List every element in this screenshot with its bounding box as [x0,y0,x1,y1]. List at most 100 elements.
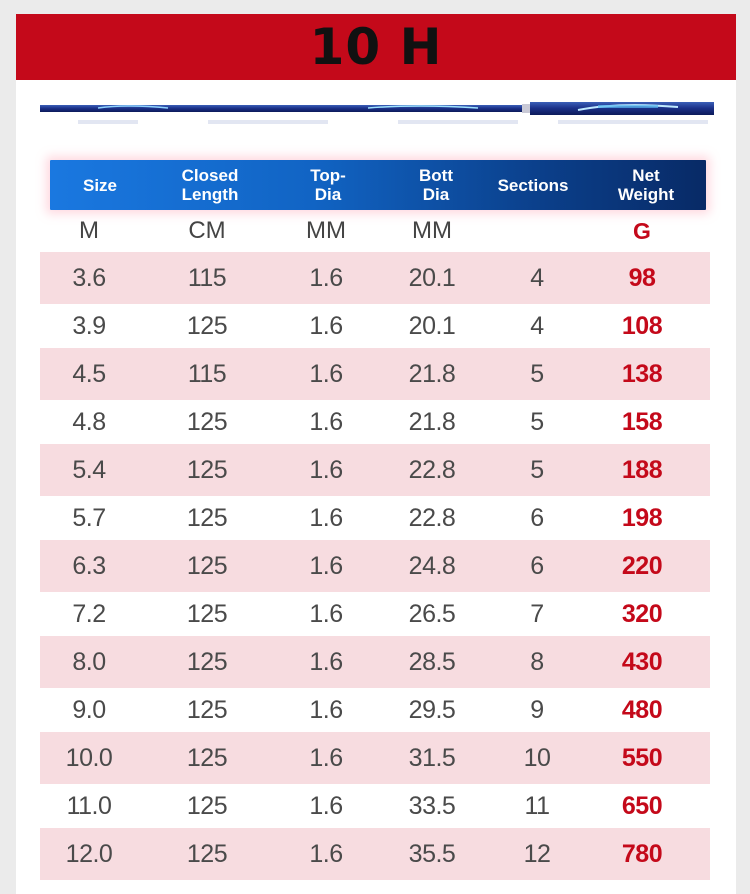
cell-sections: 7 [530,600,544,628]
cell-top-dia: 1.6 [309,600,343,628]
cell-net-weight: 480 [621,696,663,724]
cell-sections: 12 [523,840,551,868]
cell-net-weight: 550 [621,744,663,772]
unit-size: M [79,217,99,244]
cell-sections: 4 [530,312,544,340]
cell-size: 3.9 [72,312,106,340]
cell-closed-length: 125 [186,312,228,340]
cell-closed-length: 125 [186,792,228,820]
cell-closed-length: 125 [186,456,228,484]
cell-closed-length: 125 [186,600,228,628]
cell-bott-dia: 20.1 [408,264,456,292]
cell-bott-dia: 28.5 [408,648,456,676]
cell-size: 8.0 [72,648,106,676]
cell-sections: 8 [530,648,544,676]
header-top-dia: Top- Dia [310,166,346,204]
cell-closed-length: 125 [186,504,228,532]
cell-closed-length: 115 [187,360,227,388]
cell-size: 7.2 [72,600,106,628]
cell-bott-dia: 26.5 [408,600,456,628]
cell-top-dia: 1.6 [309,648,343,676]
cell-closed-length: 125 [186,696,228,724]
table-row: 9.0 125 1.6 29.5 9 480 [40,684,710,736]
cell-sections: 5 [530,408,544,436]
table-row: 10.0 125 1.6 31.5 10 550 [40,732,710,784]
cell-top-dia: 1.6 [309,360,343,388]
cell-net-weight: 108 [621,312,663,340]
table-row: 12.0 125 1.6 35.5 12 780 [40,828,710,880]
cell-size: 9.0 [72,696,106,724]
page-title: 10 H [309,18,443,76]
cell-net-weight: 98 [628,264,656,292]
cell-net-weight: 158 [621,408,663,436]
cell-bott-dia: 35.5 [408,840,456,868]
cell-top-dia: 1.6 [309,312,343,340]
table-row: 8.0 125 1.6 28.5 8 430 [40,636,710,688]
cell-size: 12.0 [65,840,113,868]
cell-top-dia: 1.6 [309,504,343,532]
cell-sections: 5 [530,456,544,484]
unit-net-weight: G [633,218,651,244]
cell-closed-length: 115 [187,264,227,292]
cell-net-weight: 220 [621,552,663,580]
cell-closed-length: 125 [186,552,228,580]
header-bott-dia: Bott Dia [419,166,453,204]
cell-top-dia: 1.6 [309,744,343,772]
cell-sections: 11 [524,792,550,820]
unit-top-dia: MM [306,217,346,244]
cell-size: 3.6 [72,264,106,292]
fishing-rod-image [40,102,714,124]
cell-top-dia: 1.6 [309,264,343,292]
cell-bott-dia: 31.5 [408,744,456,772]
cell-size: 10.0 [65,744,113,772]
cell-sections: 6 [530,552,544,580]
cell-sections: 4 [530,264,544,292]
cell-sections: 6 [530,504,544,532]
cell-closed-length: 125 [186,744,228,772]
cell-net-weight: 138 [621,360,663,388]
cell-top-dia: 1.6 [309,840,343,868]
cell-top-dia: 1.6 [309,696,343,724]
cell-size: 6.3 [72,552,106,580]
cell-top-dia: 1.6 [309,408,343,436]
cell-net-weight: 430 [621,648,663,676]
cell-bott-dia: 22.8 [408,504,456,532]
table-row: 3.9 125 1.6 20.1 4 108 [40,300,710,352]
unit-closed-length: CM [188,217,226,244]
cell-bott-dia: 33.5 [408,792,456,820]
cell-closed-length: 125 [186,408,228,436]
cell-net-weight: 188 [621,456,663,484]
cell-net-weight: 320 [621,600,663,628]
table-row: 5.7 125 1.6 22.8 6 198 [40,492,710,544]
table-row: 7.2 125 1.6 26.5 7 320 [40,588,710,640]
cell-size: 5.7 [72,504,106,532]
table-row: 11.0 125 1.6 33.5 11 650 [40,780,710,832]
cell-net-weight: 780 [621,840,663,868]
cell-bott-dia: 29.5 [408,696,456,724]
cell-closed-length: 125 [186,648,228,676]
cell-closed-length: 125 [186,840,228,868]
cell-bott-dia: 22.8 [408,456,456,484]
cell-top-dia: 1.6 [309,792,343,820]
table-row: 3.6 115 1.6 20.1 4 98 [40,252,710,304]
cell-sections: 9 [530,696,544,724]
header-sections: Sections [497,175,569,195]
table-header: Size Closed Length Top- Dia Bott Dia Sectio… [50,160,706,210]
cell-size: 4.5 [72,360,106,388]
cell-net-weight: 198 [621,504,663,532]
header-closed-length: Closed Length [181,166,239,204]
units-row: M CM MM MM G [0,214,750,248]
cell-bott-dia: 21.8 [408,408,456,436]
cell-top-dia: 1.6 [309,456,343,484]
cell-bott-dia: 20.1 [408,312,456,340]
cell-top-dia: 1.6 [309,552,343,580]
table-row: 4.8 125 1.6 21.8 5 158 [40,396,710,448]
cell-sections: 10 [523,744,551,772]
cell-net-weight: 650 [621,792,663,820]
cell-bott-dia: 24.8 [408,552,456,580]
table-row: 5.4 125 1.6 22.8 5 188 [40,444,710,496]
cell-size: 4.8 [72,408,106,436]
table-row: 4.5 115 1.6 21.8 5 138 [40,348,710,400]
unit-bott-dia: MM [412,217,452,244]
table-row: 6.3 125 1.6 24.8 6 220 [40,540,710,592]
